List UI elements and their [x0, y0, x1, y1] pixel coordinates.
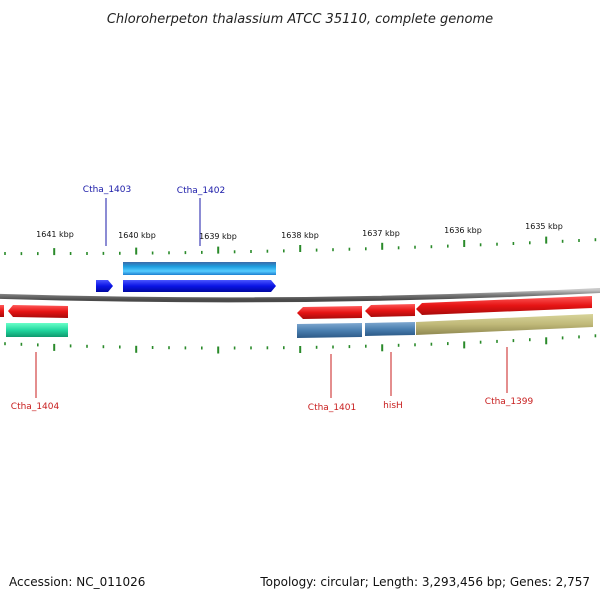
genome-summary-text: Topology: circular; Length: 3,293,456 bp…: [259, 575, 590, 589]
gene-hish-feature[interactable]: [365, 322, 415, 336]
tick-label-1640: 1640 kbp: [118, 231, 156, 240]
tick-label-1635: 1635 kbp: [525, 222, 563, 231]
gene-ctha-1402[interactable]: [123, 280, 276, 292]
gene-label-ctha-1401[interactable]: Ctha_1401: [308, 403, 356, 413]
gene-ctha-1401[interactable]: [297, 306, 362, 319]
accession-text: Accession: NC_011026: [9, 575, 145, 589]
tick-label-1641: 1641 kbp: [36, 230, 74, 239]
tick-label-1639: 1639 kbp: [199, 232, 237, 241]
gene-label-ctha-1402[interactable]: Ctha_1402: [177, 186, 225, 196]
map-title: Chloroherpeton thalassium ATCC 35110, co…: [107, 12, 493, 27]
gene-label-ctha-1404[interactable]: Ctha_1404: [11, 402, 60, 412]
gene-ctha-1399-feature[interactable]: [416, 314, 593, 335]
genome-backbone: [0, 287, 600, 303]
gene-hish[interactable]: [365, 304, 415, 317]
gene-label-hish[interactable]: hisH: [383, 401, 403, 411]
gene-partial-left[interactable]: [0, 305, 4, 317]
tick-label-1637: 1637 kbp: [362, 229, 400, 238]
gene-label-ctha-1399[interactable]: Ctha_1399: [485, 397, 534, 407]
ruler-bottom: [4, 334, 597, 354]
gene-ctha-1404-feature[interactable]: [6, 323, 68, 337]
gene-ctha-1403[interactable]: [96, 280, 113, 292]
gene-ctha-1401-feature[interactable]: [297, 323, 362, 338]
tick-label-1638: 1638 kbp: [281, 231, 319, 240]
ruler-top: [4, 236, 597, 256]
gene-ctha-1399[interactable]: [416, 296, 592, 315]
gene-ctha-1404[interactable]: [8, 305, 68, 318]
gene-ctha-1402-feature[interactable]: [123, 262, 276, 275]
tick-label-1636: 1636 kbp: [444, 226, 482, 235]
gene-label-ctha-1403[interactable]: Ctha_1403: [83, 185, 131, 195]
